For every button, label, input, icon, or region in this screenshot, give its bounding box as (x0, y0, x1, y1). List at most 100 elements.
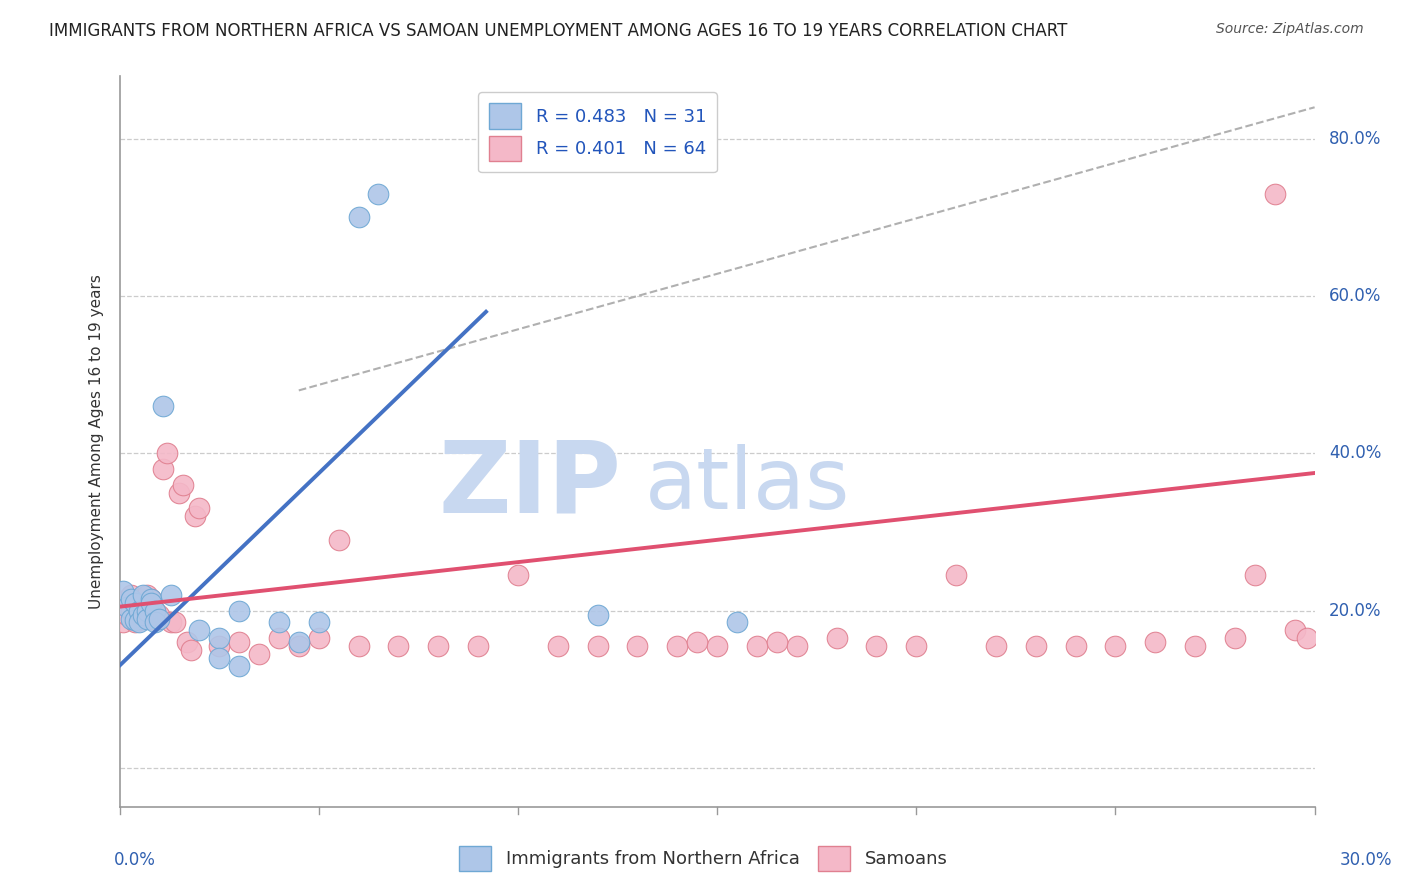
Point (148, 611, 170, 625)
Point (160, 588, 183, 602)
Point (148, 607, 170, 622)
Point (132, 607, 155, 622)
Point (288, 639, 311, 653)
Point (132, 591, 155, 606)
Point (208, 650, 231, 665)
Point (308, 631, 330, 645)
Text: 80.0%: 80.0% (1329, 129, 1381, 148)
Point (745, 639, 768, 653)
Point (786, 639, 808, 653)
Point (905, 639, 928, 653)
Point (1184, 639, 1206, 653)
Point (208, 631, 231, 645)
Point (208, 639, 231, 653)
Point (427, 639, 450, 653)
Point (112, 604, 135, 618)
Point (165, 615, 187, 630)
Text: 60.0%: 60.0% (1329, 287, 1381, 305)
Point (228, 604, 250, 618)
Point (172, 477, 194, 491)
Y-axis label: Unemployment Among Ages 16 to 19 years: Unemployment Among Ages 16 to 19 years (89, 274, 104, 609)
Point (1025, 639, 1047, 653)
Point (547, 639, 569, 653)
Point (666, 639, 689, 653)
Point (128, 604, 150, 618)
Point (121, 591, 143, 606)
Text: IMMIGRANTS FROM NORTHERN AFRICA VS SAMOAN UNEMPLOYMENT AMONG AGES 16 TO 19 YEARS: IMMIGRANTS FROM NORTHERN AFRICA VS SAMOA… (49, 22, 1067, 40)
Legend: Immigrants from Northern Africa, Samoans: Immigrants from Northern Africa, Samoans (451, 838, 955, 879)
Point (141, 591, 163, 606)
Point (228, 635, 250, 649)
Point (124, 613, 146, 627)
Point (121, 588, 143, 602)
Point (141, 596, 163, 610)
Point (152, 462, 174, 476)
Point (308, 615, 330, 630)
Point (825, 631, 848, 645)
Point (387, 639, 409, 653)
Point (136, 604, 159, 618)
Point (145, 615, 166, 630)
Point (1064, 639, 1087, 653)
Point (145, 604, 166, 618)
Point (132, 588, 155, 602)
Point (1144, 635, 1167, 649)
Point (121, 611, 143, 625)
Point (145, 604, 166, 618)
Point (128, 591, 150, 606)
Point (506, 568, 529, 582)
Point (156, 446, 179, 460)
Point (945, 568, 967, 582)
Point (184, 509, 207, 524)
Point (984, 639, 1007, 653)
Point (267, 631, 290, 645)
Point (725, 615, 748, 630)
Point (586, 639, 609, 653)
Point (328, 533, 350, 547)
Point (247, 647, 270, 661)
Point (121, 604, 143, 618)
Point (865, 639, 887, 653)
Point (1295, 631, 1317, 645)
Point (1284, 624, 1306, 638)
Point (1104, 639, 1126, 653)
Point (160, 615, 183, 630)
Point (141, 591, 163, 606)
Point (347, 211, 370, 225)
Text: ZIP: ZIP (439, 437, 621, 534)
Point (152, 399, 174, 413)
Point (132, 611, 155, 625)
Point (467, 639, 489, 653)
Point (136, 588, 159, 602)
Point (1264, 186, 1286, 201)
Point (267, 615, 290, 630)
Point (686, 635, 709, 649)
Point (1223, 631, 1246, 645)
Text: 40.0%: 40.0% (1329, 444, 1381, 462)
Point (367, 186, 389, 201)
Text: Source: ZipAtlas.com: Source: ZipAtlas.com (1216, 22, 1364, 37)
Point (288, 635, 311, 649)
Text: atlas: atlas (645, 444, 851, 527)
Point (117, 607, 139, 622)
Point (176, 635, 198, 649)
Point (169, 485, 191, 500)
Point (128, 604, 150, 618)
Point (706, 639, 728, 653)
Point (117, 591, 139, 606)
Point (188, 501, 211, 516)
Point (136, 611, 159, 625)
Point (586, 607, 609, 622)
Point (124, 596, 146, 610)
Point (188, 624, 211, 638)
Point (1244, 568, 1267, 582)
Point (128, 615, 150, 630)
Point (347, 639, 370, 653)
Point (124, 615, 146, 630)
Text: 20.0%: 20.0% (1329, 601, 1382, 620)
Point (112, 615, 135, 630)
Point (141, 611, 163, 625)
Text: 0.0%: 0.0% (114, 851, 156, 869)
Point (766, 635, 789, 649)
Point (180, 643, 202, 657)
